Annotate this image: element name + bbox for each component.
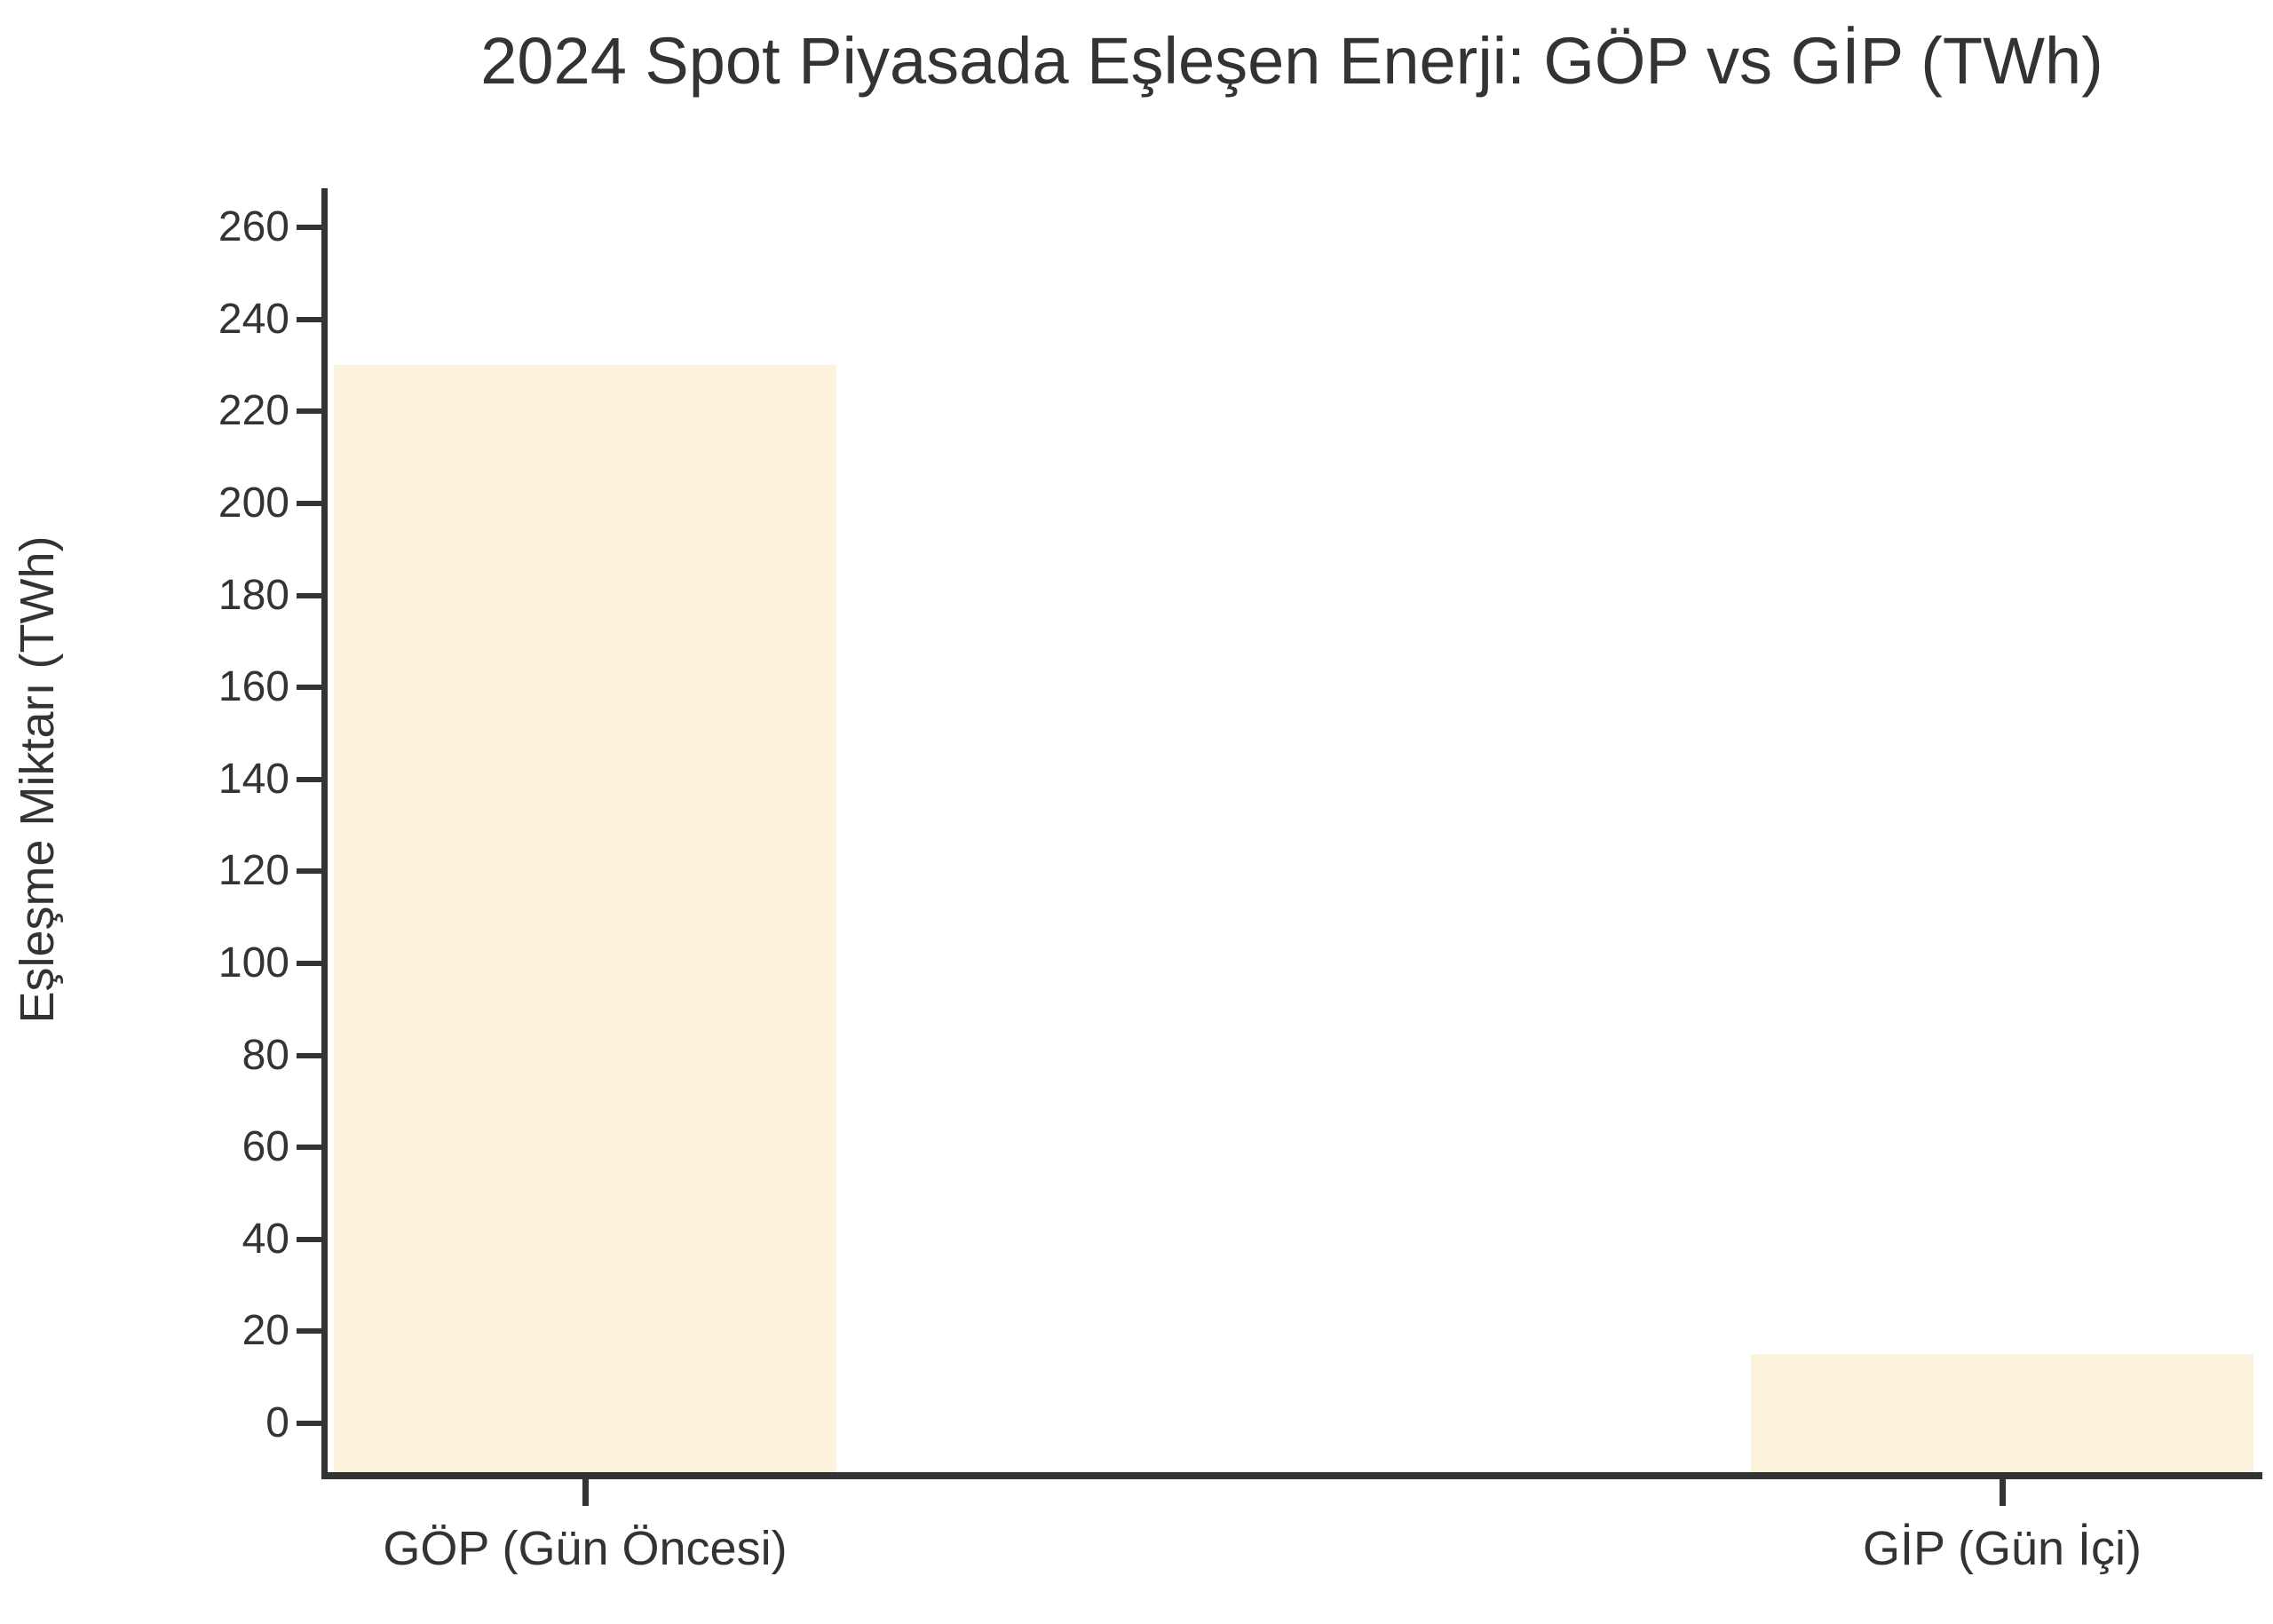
y-tick-label: 0 xyxy=(265,1399,289,1447)
y-tick-label: 20 xyxy=(242,1307,289,1355)
y-tick-mark xyxy=(297,408,321,415)
y-tick-label: 240 xyxy=(218,295,289,343)
y-tick-label: 180 xyxy=(218,571,289,619)
y-tick-mark xyxy=(297,1145,321,1151)
y-tick-mark xyxy=(297,500,321,506)
chart-title: 2024 Spot Piyasada Eşleşen Enerji: GÖP v… xyxy=(480,24,2103,98)
y-tick-mark xyxy=(297,225,321,231)
y-axis-spine xyxy=(321,188,328,1479)
y-tick-mark xyxy=(297,1328,321,1335)
y-tick-mark xyxy=(297,685,321,691)
x-tick-label: GÖP (Gün Öncesi) xyxy=(383,1522,788,1575)
x-tick-mark xyxy=(582,1479,589,1506)
y-tick-label: 120 xyxy=(218,847,289,895)
x-tick-mark xyxy=(2000,1479,2006,1506)
y-tick-mark xyxy=(297,1236,321,1242)
y-tick-mark xyxy=(297,1052,321,1058)
y-tick-mark xyxy=(297,592,321,598)
x-tick-label: GİP (Gün İçi) xyxy=(1862,1522,2142,1575)
y-tick-label: 60 xyxy=(242,1123,289,1171)
y-tick-label: 160 xyxy=(218,663,289,711)
x-axis-spine xyxy=(321,1472,2262,1479)
y-tick-label: 100 xyxy=(218,939,289,986)
y-tick-label: 140 xyxy=(218,755,289,803)
y-tick-label: 220 xyxy=(218,387,289,435)
y-tick-mark xyxy=(297,960,321,966)
y-tick-label: 40 xyxy=(242,1215,289,1263)
y-tick-mark xyxy=(297,1421,321,1427)
y-tick-mark xyxy=(297,776,321,782)
y-tick-label: 260 xyxy=(218,203,289,251)
bar xyxy=(334,365,836,1472)
y-tick-mark xyxy=(297,316,321,322)
bar xyxy=(1751,1354,2253,1472)
y-tick-label: 200 xyxy=(218,479,289,527)
y-tick-label: 80 xyxy=(242,1031,289,1079)
y-axis-label: Eşleşme Miktarı (TWh) xyxy=(11,535,64,1024)
y-tick-mark xyxy=(297,868,321,875)
